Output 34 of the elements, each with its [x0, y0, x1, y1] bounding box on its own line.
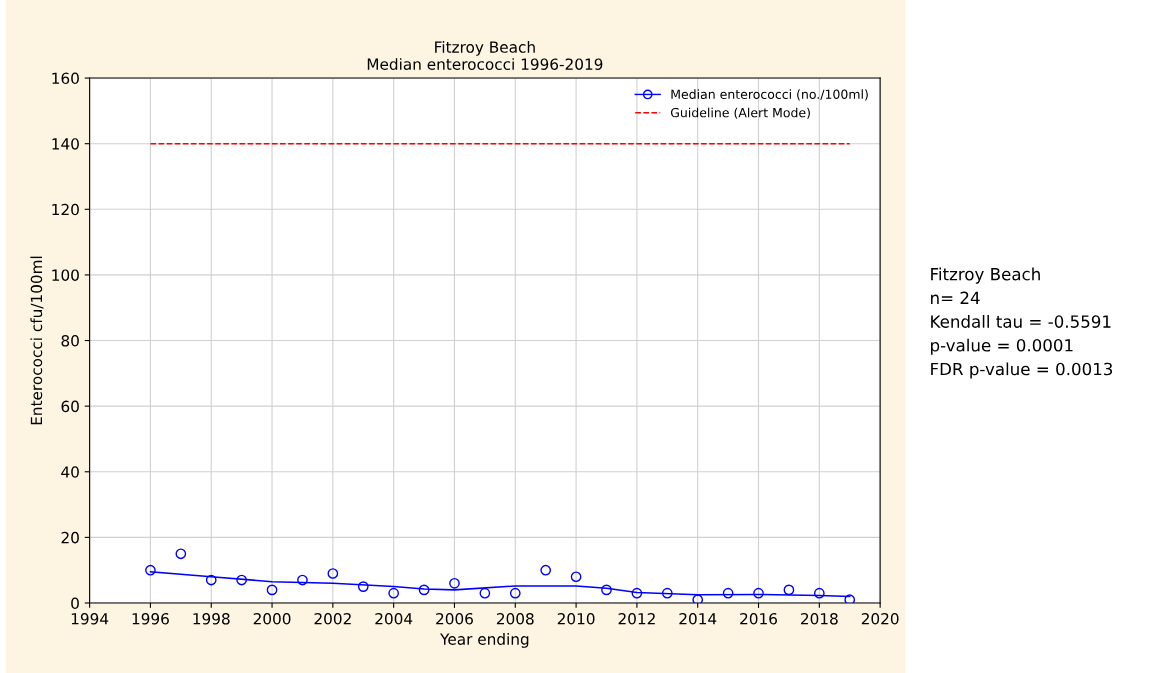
y-tick-label: 120 [52, 203, 79, 216]
x-tick-label: 2000 [253, 613, 291, 625]
x-tick-label: 2004 [375, 613, 413, 625]
x-tick-label: 2016 [740, 613, 777, 625]
y-tick-label: 140 [52, 138, 79, 150]
x-tick-label: 1998 [193, 613, 230, 625]
x-tick-label: 1994 [71, 613, 109, 625]
text: Kendall tau = -0.5591 [931, 314, 1111, 328]
text: p-value = 0.0001 [931, 338, 1073, 355]
chart-title: Fitzroy Beach [435, 41, 535, 56]
legend-label: Guideline (Alert Mode) [670, 107, 810, 119]
y-tick-label: 40 [61, 466, 79, 478]
x-axis-title: Year ending [440, 633, 529, 648]
chart-subtitle: Median enterococci 1996-2019 [367, 58, 603, 70]
x-tick-label: 2014 [679, 613, 717, 625]
x-tick-label: 2006 [436, 613, 473, 625]
x-tick-label: 2018 [801, 613, 838, 625]
x-tick-label: 2020 [861, 613, 899, 625]
x-tick-label: 2012 [618, 613, 655, 625]
text: FDR p-value = 0.0013 [931, 362, 1113, 379]
text: n= 24 [931, 291, 980, 304]
y-tick-label: 80 [61, 335, 79, 347]
y-tick-label: 160 [52, 72, 79, 85]
x-tick-label: 2010 [557, 613, 595, 625]
y-tick-label: 20 [61, 531, 79, 544]
x-tick-label: 2008 [496, 613, 534, 625]
y-tick-label: 100 [52, 269, 79, 281]
y-tick-label: 60 [61, 400, 79, 413]
y-tick-label: 0 [71, 597, 79, 610]
x-tick-label: 2002 [314, 613, 351, 625]
legend-label: Median enterococci (no./100ml) [671, 89, 868, 101]
x-tick-label: 1996 [132, 613, 169, 625]
text: Fitzroy Beach [931, 267, 1040, 284]
y-axis-title: Enterococci cfu/100ml [30, 256, 44, 425]
